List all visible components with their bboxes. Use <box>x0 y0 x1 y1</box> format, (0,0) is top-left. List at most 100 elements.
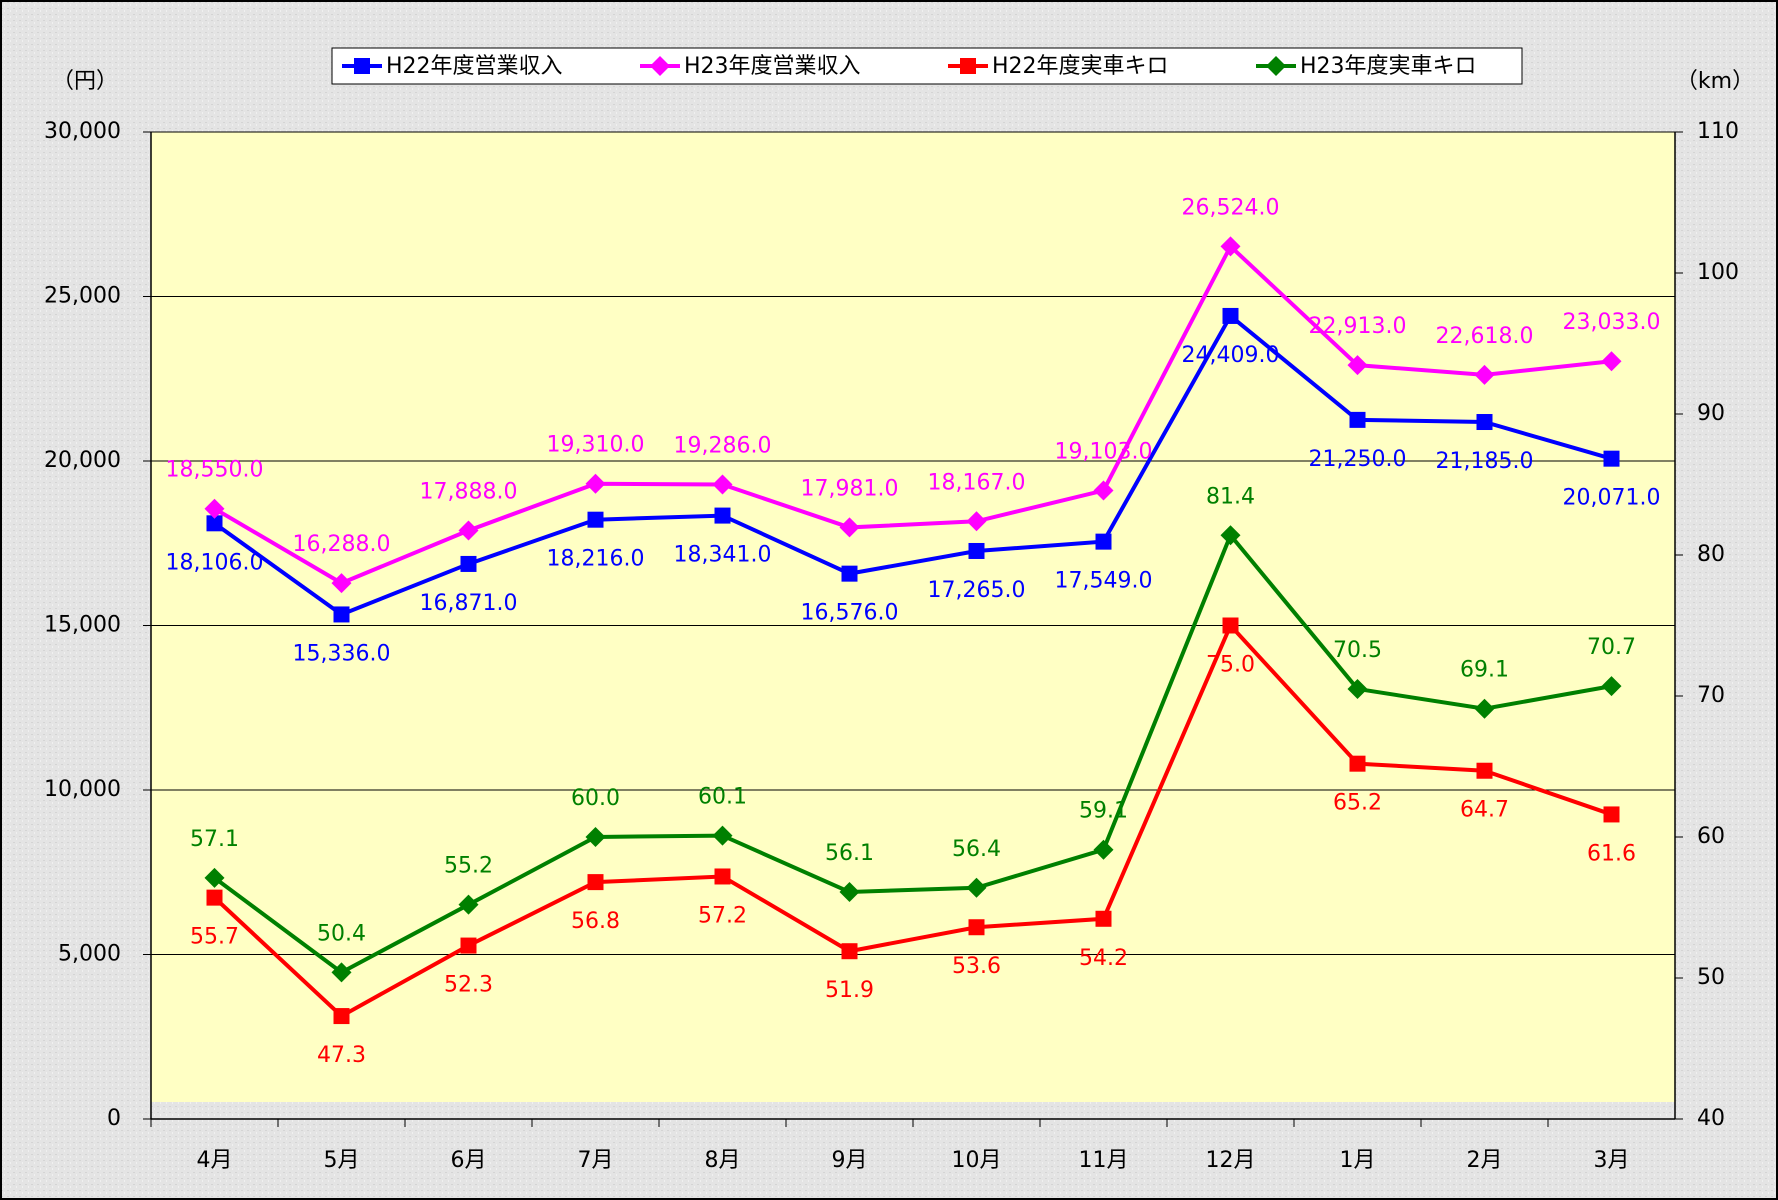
data-point <box>1601 351 1622 372</box>
data-point <box>333 1008 350 1025</box>
data-point <box>1603 450 1620 467</box>
legend-label: H22年度実車キロ <box>992 54 1169 79</box>
x-tick-label: 9月 <box>832 1148 868 1173</box>
data-label: 64.7 <box>1460 798 1509 823</box>
y2-axis-label: （km） <box>1676 69 1754 94</box>
legend-marker <box>354 58 370 74</box>
y-tick-label: 0 <box>107 1106 121 1131</box>
data-label: 52.3 <box>444 973 493 998</box>
x-tick-label: 3月 <box>1594 1148 1630 1173</box>
y2-tick-label: 80 <box>1697 542 1725 567</box>
data-point <box>966 877 987 898</box>
data-label: 17,265.0 <box>928 578 1026 603</box>
data-label: 19,310.0 <box>547 433 645 458</box>
y-axis-label: （円） <box>52 69 118 94</box>
data-label: 70.5 <box>1333 638 1382 663</box>
data-label: 81.4 <box>1206 484 1255 509</box>
data-label: 65.2 <box>1333 791 1382 816</box>
x-tick-label: 12月 <box>1206 1148 1256 1173</box>
data-point <box>1222 307 1239 324</box>
y2-tick-label: 100 <box>1697 260 1739 285</box>
data-point <box>968 919 985 936</box>
data-point <box>206 515 223 532</box>
data-point <box>1220 236 1241 257</box>
y2-tick-label: 50 <box>1697 965 1725 990</box>
legend-box <box>331 47 1523 85</box>
x-tick-label: 4月 <box>197 1148 233 1173</box>
data-point <box>587 874 604 891</box>
data-label: 60.1 <box>698 785 747 810</box>
legend-label: H23年度営業収入 <box>684 54 861 79</box>
data-label: 75.0 <box>1206 653 1255 678</box>
y2-tick-label: 90 <box>1697 401 1725 426</box>
data-label: 18,167.0 <box>928 470 1026 495</box>
data-label: 59.1 <box>1079 799 1128 824</box>
data-point <box>1220 525 1241 546</box>
legend-label: H23年度実車キロ <box>1300 54 1477 79</box>
data-point <box>458 894 479 915</box>
data-point <box>966 511 987 532</box>
data-label: 19,103.0 <box>1055 440 1153 465</box>
data-label: 57.2 <box>698 903 747 928</box>
data-label: 56.1 <box>825 841 874 866</box>
data-point <box>1349 411 1366 428</box>
data-label: 51.9 <box>825 978 874 1003</box>
y2-tick-label: 60 <box>1697 824 1725 849</box>
data-label: 57.1 <box>190 827 239 852</box>
data-label: 17,549.0 <box>1055 569 1153 594</box>
data-point <box>1093 839 1114 860</box>
data-point <box>1601 676 1622 697</box>
data-label: 16,576.0 <box>801 601 899 626</box>
data-label: 61.6 <box>1587 841 1636 866</box>
data-point <box>1093 480 1114 501</box>
data-point <box>331 962 352 983</box>
data-point <box>714 507 731 524</box>
data-label: 18,550.0 <box>166 458 264 483</box>
data-point <box>1603 806 1620 823</box>
data-label: 55.2 <box>444 854 493 879</box>
series-line <box>213 312 1613 617</box>
data-point <box>1349 755 1366 772</box>
data-point <box>206 889 223 906</box>
x-tick-label: 1月 <box>1340 1148 1376 1173</box>
data-label: 18,216.0 <box>547 547 645 572</box>
data-label: 17,981.0 <box>801 476 899 501</box>
data-point <box>333 606 350 623</box>
data-point <box>1347 678 1368 699</box>
y-tick-label: 5,000 <box>58 942 121 967</box>
data-point <box>585 473 606 494</box>
data-label: 23,033.0 <box>1563 310 1661 335</box>
data-label: 47.3 <box>317 1043 366 1068</box>
data-label: 21,185.0 <box>1436 449 1534 474</box>
data-label: 19,286.0 <box>674 433 772 458</box>
x-tick-label: 11月 <box>1079 1148 1129 1173</box>
data-label: 22,913.0 <box>1309 314 1407 339</box>
data-point <box>1474 364 1495 385</box>
data-label: 60.0 <box>571 786 620 811</box>
data-label: 16,288.0 <box>293 532 391 557</box>
data-point <box>1347 355 1368 376</box>
data-label: 18,106.0 <box>166 550 264 575</box>
data-label: 56.8 <box>571 909 620 934</box>
data-point <box>1095 533 1112 550</box>
data-point <box>1474 698 1495 719</box>
y-tick-label: 15,000 <box>44 613 121 638</box>
data-label: 26,524.0 <box>1182 195 1280 220</box>
data-point <box>1222 617 1239 634</box>
data-label: 70.7 <box>1587 635 1636 660</box>
data-point <box>712 474 733 495</box>
data-point <box>1095 910 1112 927</box>
x-tick-label: 10月 <box>952 1148 1002 1173</box>
data-point <box>460 937 477 954</box>
data-label: 15,336.0 <box>293 641 391 666</box>
y-tick-label: 20,000 <box>44 448 121 473</box>
data-label: 16,871.0 <box>420 591 518 616</box>
data-label: 22,618.0 <box>1436 324 1534 349</box>
data-label: 20,071.0 <box>1563 486 1661 511</box>
legend-label: H22年度営業収入 <box>386 54 563 79</box>
data-label: 53.6 <box>952 954 1001 979</box>
y-tick-label: 10,000 <box>44 777 121 802</box>
series-line <box>213 621 1613 1019</box>
data-point <box>204 867 225 888</box>
